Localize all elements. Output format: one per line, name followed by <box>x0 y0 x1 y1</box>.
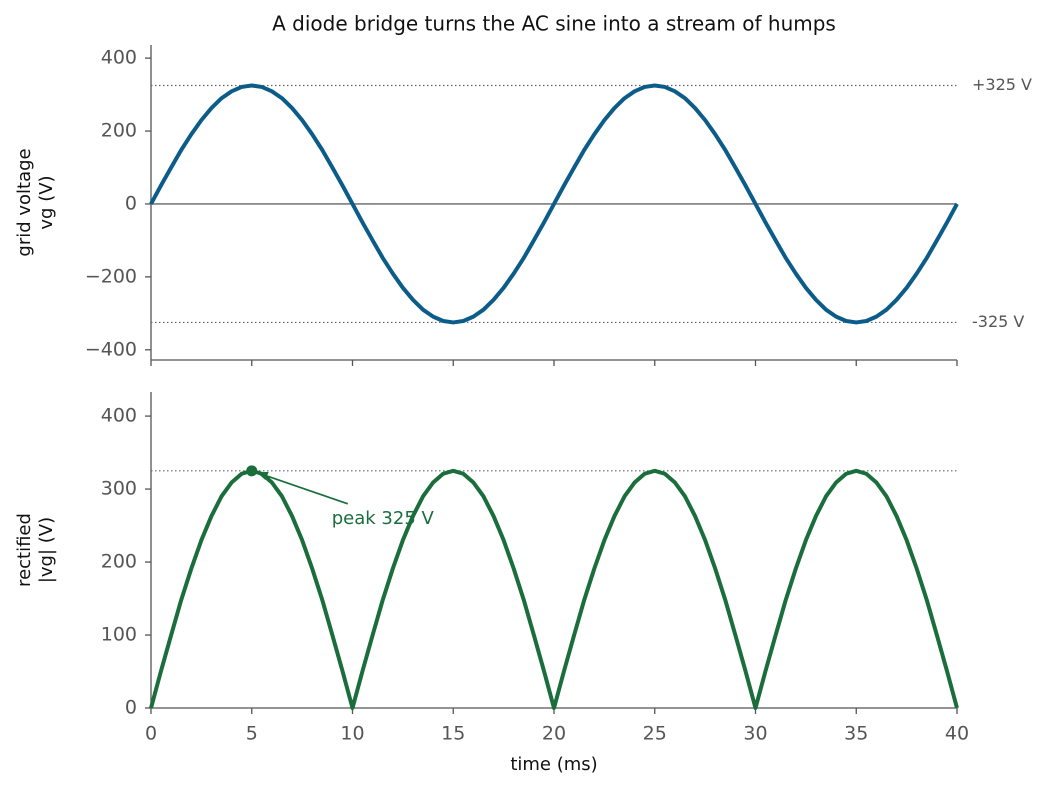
x-tick-label: 35 <box>844 723 868 745</box>
y-tick-label: 0 <box>125 697 137 719</box>
x-tick-label: 30 <box>743 723 767 745</box>
x-tick-label: 20 <box>542 723 566 745</box>
y-tick-label: 400 <box>101 47 137 69</box>
y-tick-label: 400 <box>101 405 137 427</box>
x-tick-label: 25 <box>643 723 667 745</box>
y-tick-label: 0 <box>125 192 137 214</box>
y-tick-label: 300 <box>101 478 137 500</box>
y-axis-label: vg (V) <box>36 175 57 229</box>
arrow-head <box>256 471 269 480</box>
annotation-arrow <box>257 472 349 505</box>
y-axis-label: |vg| (V) <box>36 517 57 583</box>
x-tick-label: 15 <box>441 723 465 745</box>
x-tick-label: 0 <box>145 723 157 745</box>
y-tick-label: 200 <box>101 120 137 142</box>
reference-label: -325 V <box>972 312 1024 331</box>
y-tick-label: −200 <box>85 265 137 287</box>
reference-label: +325 V <box>972 75 1032 94</box>
annotation-text: peak 325 V <box>332 508 435 529</box>
x-tick-label: 40 <box>945 723 969 745</box>
y-tick-label: 200 <box>101 551 137 573</box>
y-tick-label: 100 <box>101 624 137 646</box>
x-tick-label: 5 <box>246 723 258 745</box>
y-axis-label: grid voltage <box>14 148 35 256</box>
y-axis-label: rectified <box>14 513 35 587</box>
annotation-point <box>246 465 258 477</box>
x-tick-label: 10 <box>340 723 364 745</box>
chart-title: A diode bridge turns the AC sine into a … <box>272 12 836 36</box>
x-axis-label: time (ms) <box>510 754 597 775</box>
data-line <box>149 468 959 710</box>
data-line <box>149 83 959 325</box>
y-tick-label: −400 <box>85 338 137 360</box>
